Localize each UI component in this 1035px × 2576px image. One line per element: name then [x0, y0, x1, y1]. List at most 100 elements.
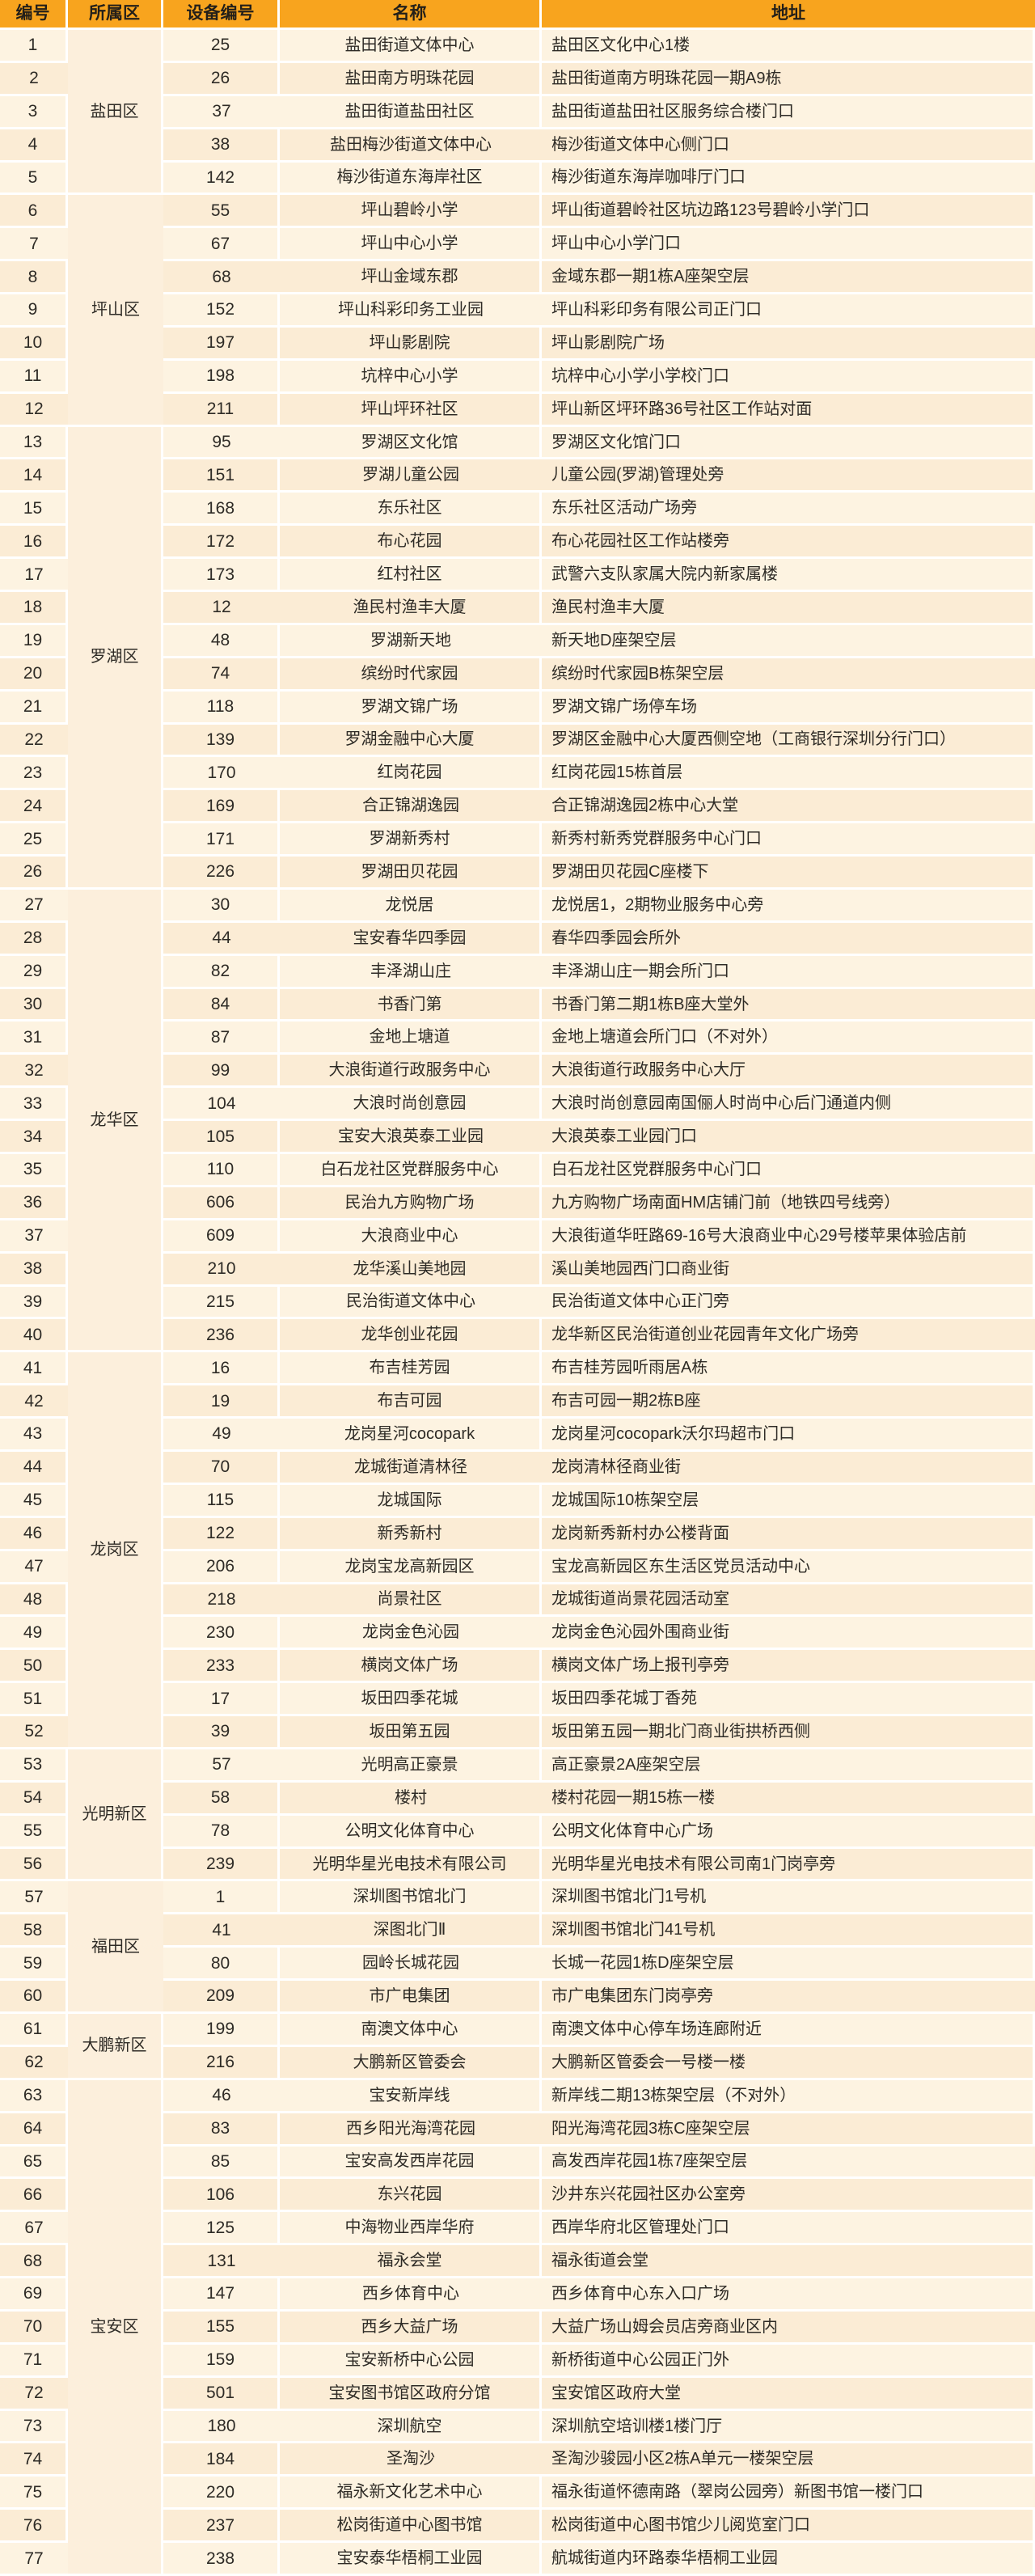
- row-number-cell: 72: [0, 2377, 68, 2411]
- name-cell: 坪山中心小学: [280, 228, 542, 262]
- device-number-cell: 173: [163, 559, 280, 592]
- row-number-cell: 8: [0, 261, 68, 295]
- row-number-cell: 60: [0, 1981, 68, 2014]
- name-cell: 罗湖儿童公园: [280, 459, 542, 493]
- device-number-cell: 49: [163, 1419, 280, 1452]
- name-cell: 民治街道文体中心: [280, 1286, 542, 1320]
- address-cell: 龙岗金色沁园外围商业街: [542, 1617, 1035, 1651]
- address-cell: 南澳文体中心停车场连廊附近: [542, 2013, 1035, 2047]
- header-cell-col-address: 地址: [542, 0, 1035, 30]
- name-cell: 坂田四季花城: [280, 1683, 542, 1717]
- address-cell: 溪山美地园西门口商业街: [542, 1253, 1035, 1287]
- row-number-cell: 53: [0, 1749, 68, 1783]
- device-number-cell: 236: [163, 1319, 280, 1353]
- device-number-cell: 105: [163, 1121, 280, 1155]
- name-cell: 盐田南方明珠花园: [280, 62, 542, 96]
- row-number-cell: 41: [0, 1352, 68, 1386]
- row-number-cell: 70: [0, 2311, 68, 2345]
- address-cell: 阳光海湾花园3栋C座架空层: [542, 2113, 1035, 2147]
- district-cell: 宝安区: [68, 2079, 163, 2576]
- device-number-cell: 12: [163, 592, 280, 625]
- name-cell: 龙城国际: [280, 1484, 542, 1518]
- device-number-cell: 19: [163, 1385, 280, 1419]
- row-number-cell: 75: [0, 2477, 68, 2510]
- address-cell: 松岗街道中心图书馆少儿阅览室门口: [542, 2510, 1035, 2544]
- name-cell: 红村社区: [280, 559, 542, 592]
- address-cell: 坂田第五园一期北门商业街拱桥西侧: [542, 1716, 1035, 1749]
- device-number-cell: 184: [163, 2443, 280, 2477]
- address-cell: 大浪街道华旺路69-16号大浪商业中心29号楼苹果体验店前: [542, 1220, 1035, 1254]
- name-cell: 宝安图书馆区政府分馆: [280, 2377, 542, 2411]
- name-cell: 东兴花园: [280, 2179, 542, 2213]
- address-cell: 高发西岸花园1栋7座架空层: [542, 2146, 1035, 2180]
- name-cell: 西乡大益广场: [280, 2311, 542, 2345]
- row-number-cell: 12: [0, 393, 68, 427]
- name-cell: 坪山影剧院: [280, 327, 542, 361]
- row-number-cell: 65: [0, 2146, 68, 2180]
- device-number-cell: 41: [163, 1914, 280, 1948]
- row-number-cell: 37: [0, 1220, 68, 1254]
- row-number-cell: 40: [0, 1319, 68, 1353]
- address-cell: 西岸华府北区管理处门口: [542, 2212, 1035, 2246]
- device-number-cell: 172: [163, 526, 280, 560]
- address-cell: 公明文化体育中心广场: [542, 1815, 1035, 1849]
- row-number-cell: 66: [0, 2179, 68, 2213]
- address-cell: 圣淘沙骏园小区2栋A单元一楼架空层: [542, 2443, 1035, 2477]
- address-cell: 大浪英泰工业园门口: [542, 1121, 1035, 1155]
- name-cell: 丰泽湖山庄: [280, 955, 542, 989]
- row-number-cell: 21: [0, 691, 68, 725]
- name-cell: 宝安新桥中心公园: [280, 2344, 542, 2378]
- address-cell: 罗湖文锦广场停车场: [542, 691, 1035, 725]
- address-cell: 龙城街道尚景花园活动室: [542, 1584, 1035, 1618]
- device-number-cell: 84: [163, 988, 280, 1022]
- device-number-cell: 180: [163, 2410, 280, 2444]
- device-number-cell: 78: [163, 1815, 280, 1849]
- address-cell: 书香门第二期1栋B座大堂外: [542, 988, 1035, 1022]
- address-cell: 宝安馆区政府大堂: [542, 2377, 1035, 2411]
- device-number-cell: 46: [163, 2079, 280, 2113]
- address-cell: 高正豪景2A座架空层: [542, 1749, 1035, 1783]
- name-cell: 大鹏新区管委会: [280, 2046, 542, 2080]
- address-cell: 武警六支队家属大院内新家属楼: [542, 559, 1035, 592]
- district-cell: 罗湖区: [68, 426, 163, 890]
- row-number-cell: 20: [0, 658, 68, 692]
- name-cell: 公明文化体育中心: [280, 1815, 542, 1849]
- name-cell: 合正锦湖逸园: [280, 790, 542, 824]
- address-cell: 东乐社区活动广场旁: [542, 493, 1035, 527]
- name-cell: 龙华溪山美地园: [280, 1253, 542, 1287]
- name-cell: 大浪时尚创意园: [280, 1088, 542, 1122]
- device-number-cell: 169: [163, 790, 280, 824]
- device-number-cell: 147: [163, 2278, 280, 2312]
- name-cell: 罗湖新秀村: [280, 823, 542, 857]
- address-cell: 春华四季园会所外: [542, 922, 1035, 956]
- device-number-cell: 237: [163, 2510, 280, 2544]
- name-cell: 缤纷时代家园: [280, 658, 542, 692]
- address-cell: 光明华星光电技术有限公司南1门岗亭旁: [542, 1848, 1035, 1882]
- name-cell: 宝安泰华梧桐工业园: [280, 2543, 542, 2576]
- address-cell: 罗湖区文化馆门口: [542, 426, 1035, 460]
- address-cell: 龙岗星河cocopark沃尔玛超市门口: [542, 1419, 1035, 1452]
- row-number-cell: 11: [0, 360, 68, 394]
- address-cell: 盐田街道南方明珠花园一期A9栋: [542, 62, 1035, 96]
- device-number-cell: 155: [163, 2311, 280, 2345]
- row-number-cell: 6: [0, 195, 68, 229]
- row-number-cell: 30: [0, 988, 68, 1022]
- name-cell: 盐田街道文体中心: [280, 30, 542, 63]
- row-number-cell: 46: [0, 1517, 68, 1551]
- row-number-cell: 55: [0, 1815, 68, 1849]
- row-number-cell: 54: [0, 1782, 68, 1816]
- name-cell: 宝安高发西岸花园: [280, 2146, 542, 2180]
- address-cell: 红岗花园15栋首层: [542, 757, 1035, 791]
- address-cell: 深圳航空培训楼1楼门厅: [542, 2410, 1035, 2444]
- name-cell: 西乡阳光海湾花园: [280, 2113, 542, 2147]
- address-cell: 龙岗新秀新村办公楼背面: [542, 1517, 1035, 1551]
- name-cell: 西乡体育中心: [280, 2278, 542, 2312]
- name-cell: 光明华星光电技术有限公司: [280, 1848, 542, 1882]
- device-number-cell: 198: [163, 360, 280, 394]
- row-number-cell: 71: [0, 2344, 68, 2378]
- district-cell: 大鹏新区: [68, 2013, 163, 2080]
- address-cell: 民治街道文体中心正门旁: [542, 1286, 1035, 1320]
- row-number-cell: 52: [0, 1716, 68, 1749]
- device-number-cell: 226: [163, 857, 280, 890]
